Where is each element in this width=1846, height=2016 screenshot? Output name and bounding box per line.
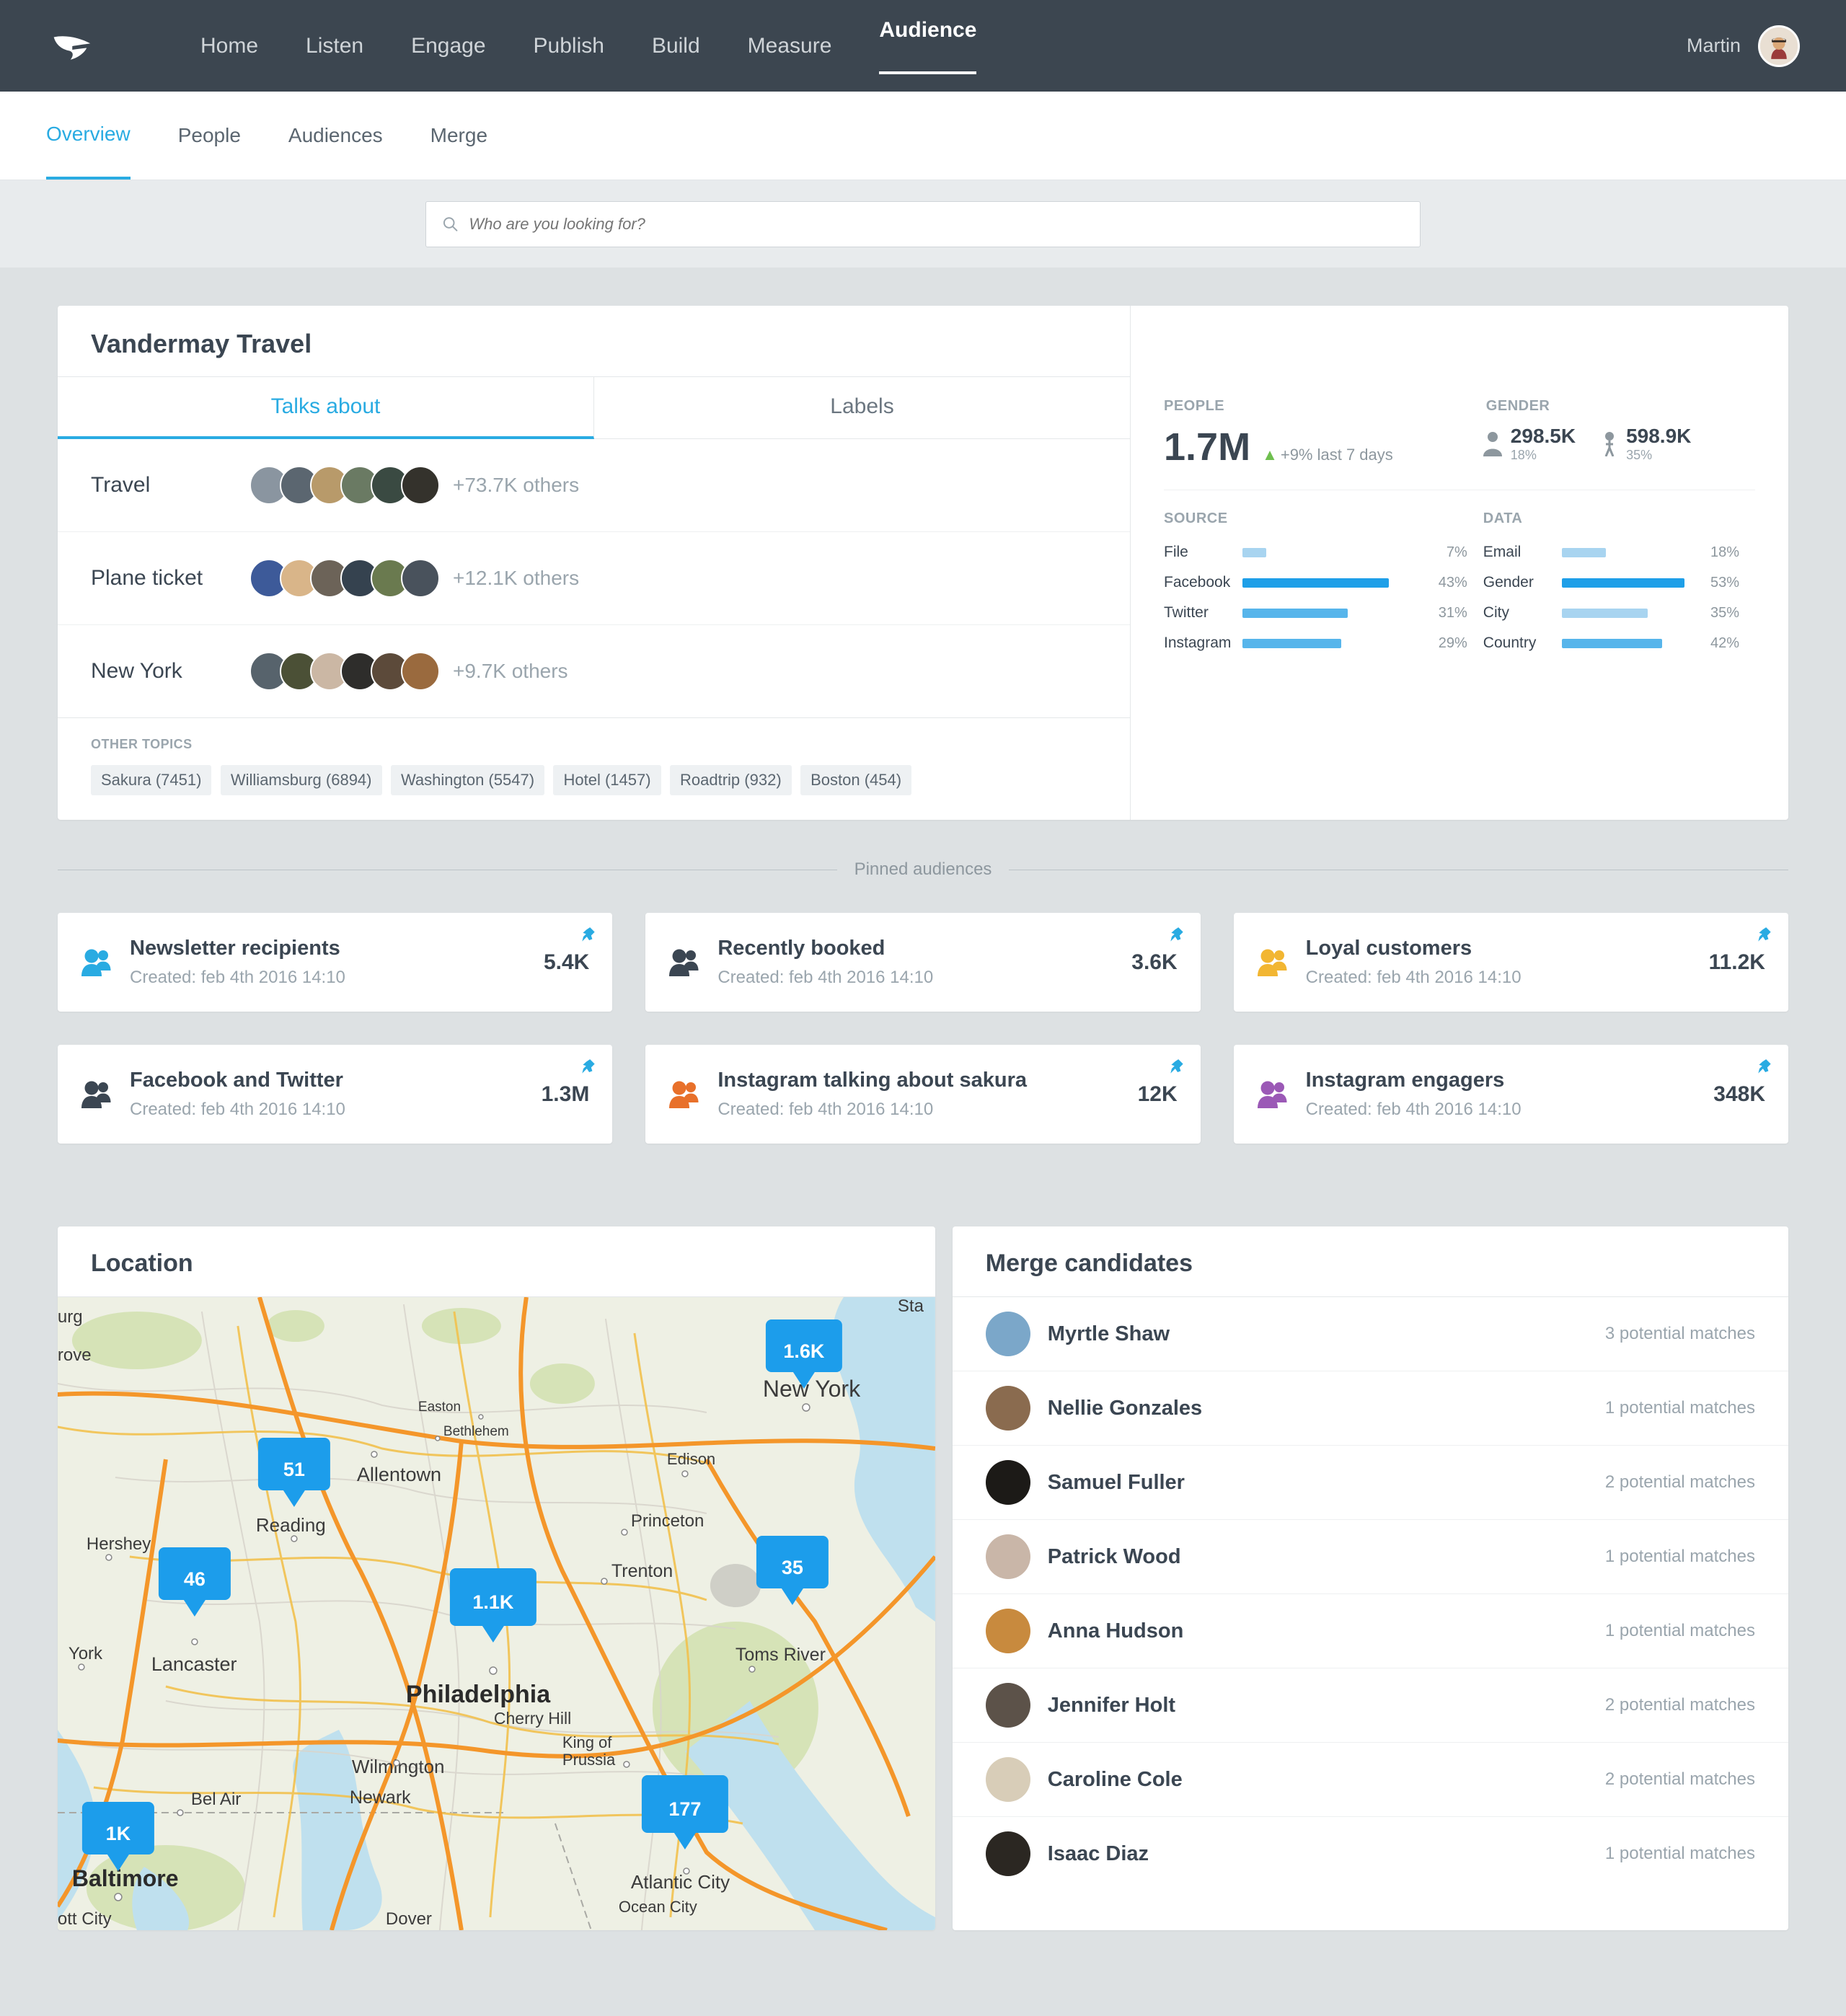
svg-text:urg: urg [58, 1307, 83, 1327]
svg-text:Bel Air: Bel Air [191, 1790, 241, 1809]
svg-text:Prussia: Prussia [562, 1751, 616, 1769]
svg-text:ott City: ott City [58, 1909, 112, 1929]
svg-text:King of: King of [562, 1733, 612, 1751]
svg-text:51: 51 [283, 1459, 305, 1480]
svg-text:Bethlehem: Bethlehem [443, 1424, 509, 1439]
svg-text:Toms River: Toms River [736, 1645, 826, 1665]
svg-text:1.6K: 1.6K [783, 1340, 825, 1362]
svg-text:Sta: Sta [898, 1297, 924, 1316]
svg-text:Trenton: Trenton [611, 1561, 673, 1581]
svg-text:Princeton: Princeton [631, 1511, 704, 1531]
svg-text:Newark: Newark [350, 1787, 411, 1808]
svg-text:35: 35 [782, 1557, 803, 1578]
svg-text:Hershey: Hershey [87, 1534, 151, 1554]
svg-text:Cherry Hill: Cherry Hill [494, 1709, 571, 1728]
svg-text:Allentown: Allentown [357, 1464, 441, 1485]
svg-text:Edison: Edison [667, 1450, 715, 1468]
svg-text:New York: New York [763, 1376, 861, 1402]
svg-text:Ocean City: Ocean City [619, 1898, 697, 1916]
svg-text:Baltimore: Baltimore [72, 1865, 179, 1891]
svg-text:Philadelphia: Philadelphia [406, 1681, 551, 1708]
svg-text:rove: rove [58, 1345, 92, 1365]
svg-text:Easton: Easton [418, 1400, 461, 1415]
svg-text:177: 177 [668, 1798, 701, 1820]
svg-text:Reading: Reading [256, 1514, 326, 1536]
svg-text:1K: 1K [106, 1823, 131, 1844]
svg-text:1.1K: 1.1K [472, 1591, 514, 1613]
svg-text:46: 46 [184, 1568, 206, 1590]
svg-text:Atlantic City: Atlantic City [631, 1871, 730, 1893]
svg-text:Lancaster: Lancaster [151, 1653, 237, 1675]
svg-text:Dover: Dover [386, 1909, 432, 1929]
svg-text:Wilmington: Wilmington [352, 1756, 445, 1777]
svg-text:York: York [69, 1644, 103, 1663]
